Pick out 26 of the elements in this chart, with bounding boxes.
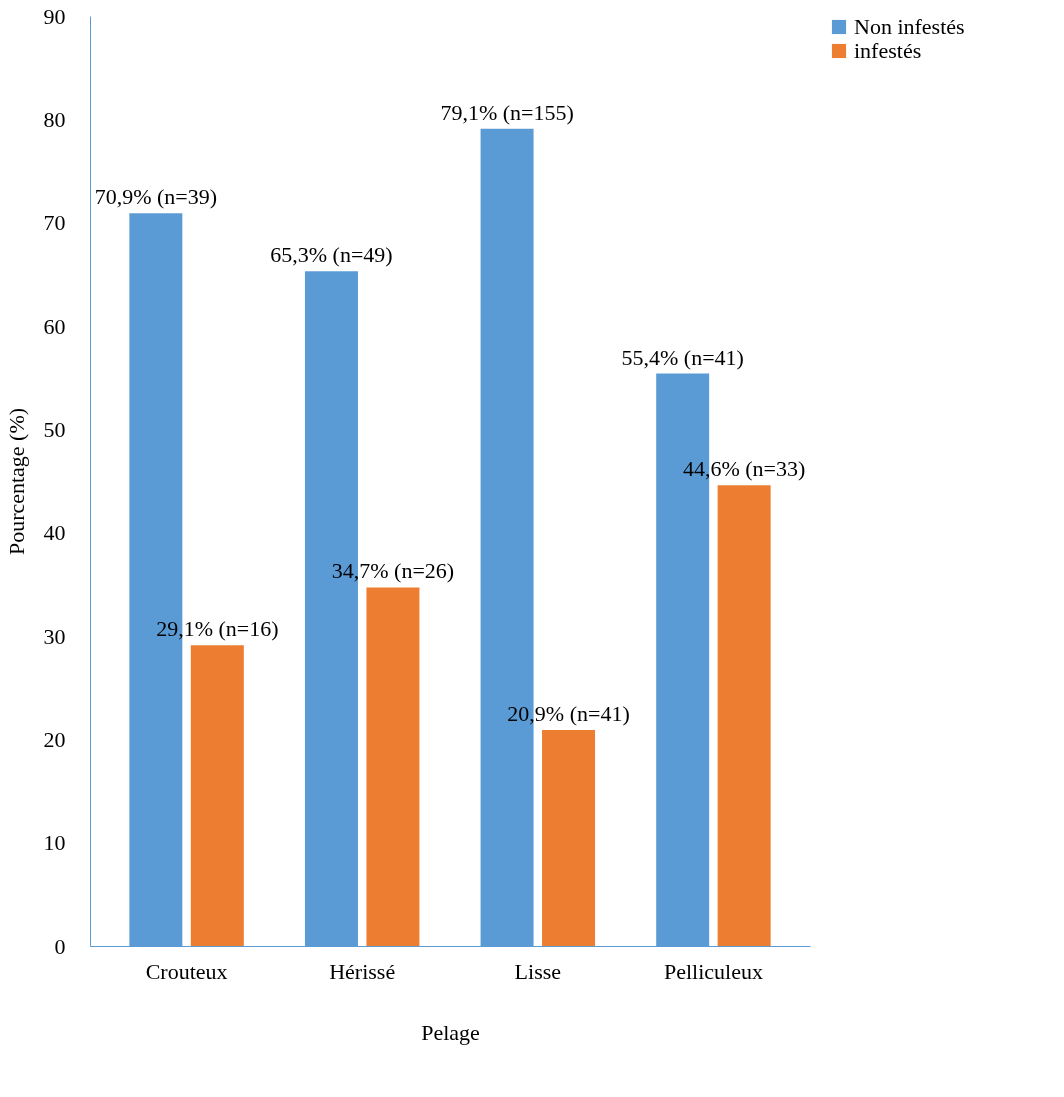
legend-label: Non infestés [854, 14, 965, 39]
y-tick-label: 90 [43, 3, 66, 29]
y-tick-label: 40 [43, 520, 66, 546]
bar [542, 730, 596, 946]
bar [717, 485, 771, 946]
x-tick-label: Lisse [514, 958, 562, 984]
data-label: 70,9% (n=39) [94, 184, 218, 210]
bar [190, 645, 244, 946]
y-tick-label: 30 [43, 623, 66, 649]
x-tick-label: Hérissé [329, 958, 396, 984]
y-tick-label: 70 [43, 210, 66, 236]
data-label: 65,3% (n=49) [270, 242, 393, 268]
y-axis-title: Pourcentage (%) [3, 407, 29, 556]
data-label: 55,4% (n=41) [621, 344, 744, 370]
y-tick-label: 20 [43, 726, 66, 752]
x-axis-title: Pelage [421, 1019, 480, 1045]
y-tick-label: 10 [43, 830, 66, 856]
x-tick-label: Crouteux [145, 958, 228, 984]
legend-label: infestés [854, 38, 922, 63]
data-label: 79,1% (n=155) [440, 99, 574, 125]
y-tick-label: 60 [43, 313, 66, 339]
y-tick-label: 80 [43, 106, 66, 132]
y-tick-label: 50 [43, 416, 66, 442]
y-tick-label: 0 [54, 933, 66, 959]
x-tick-label: Pelliculeux [663, 958, 763, 984]
bar [366, 587, 420, 946]
